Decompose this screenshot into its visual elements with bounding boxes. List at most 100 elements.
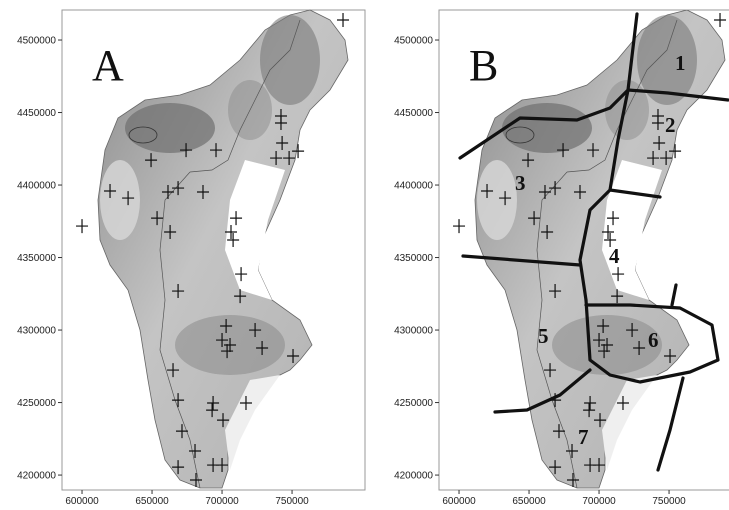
boundary <box>608 88 662 199</box>
boundary <box>626 88 729 102</box>
station-cross <box>270 151 283 166</box>
y-tick-label: 4300000 <box>17 326 56 337</box>
x-tick-label: 650000 <box>135 496 169 507</box>
station-cross <box>549 181 562 196</box>
station-cross <box>76 219 89 234</box>
region-label: 3 <box>515 171 526 195</box>
boundary <box>670 283 678 307</box>
station-cross <box>593 458 606 473</box>
station-cross <box>224 337 237 352</box>
boundary <box>493 368 592 414</box>
station-cross <box>225 225 238 240</box>
station-cross <box>249 323 262 338</box>
station-cross <box>337 13 350 28</box>
region-label: 2 <box>665 113 676 137</box>
station-cross <box>230 211 243 226</box>
panel-a: A <box>61 9 366 491</box>
y-tick-label: 4400000 <box>394 181 433 192</box>
x-tick-label: 700000 <box>582 496 616 507</box>
station-cross <box>584 395 597 410</box>
station-cross <box>549 460 562 475</box>
station-cross <box>549 393 562 408</box>
station-cross <box>122 191 135 206</box>
station-cross <box>283 151 296 166</box>
station-cross <box>611 289 624 304</box>
station-cross <box>607 211 620 226</box>
station-cross <box>626 323 639 338</box>
station-cross <box>544 363 557 378</box>
x-tick-label: 750000 <box>652 496 686 507</box>
station-cross <box>207 395 220 410</box>
region-label: 6 <box>648 328 659 352</box>
station-cross <box>287 349 300 364</box>
station-cross <box>660 151 673 166</box>
y-tick-label: 4500000 <box>394 36 433 47</box>
station-cross <box>239 395 252 410</box>
x-tick-label: 700000 <box>205 496 239 507</box>
boundary <box>461 254 582 267</box>
y-tick-label: 4500000 <box>17 36 56 47</box>
station-cross <box>161 184 174 199</box>
station-cross <box>206 403 219 418</box>
station-cross <box>453 219 466 234</box>
station-cross <box>481 183 494 198</box>
station-cross <box>552 424 565 439</box>
station-cross <box>549 284 562 299</box>
station-cross <box>221 344 234 359</box>
station-cross <box>647 151 660 166</box>
y-tick-label: 4250000 <box>17 398 56 409</box>
region-label: 5 <box>538 324 549 348</box>
station-cross <box>522 153 535 168</box>
station-cross <box>499 191 512 206</box>
y-tick-label: 4200000 <box>394 471 433 482</box>
station-cross <box>196 184 209 199</box>
x-tick-label: 750000 <box>275 496 309 507</box>
y-tick-label: 4450000 <box>17 108 56 119</box>
station-cross <box>597 318 610 333</box>
panel-letter: A <box>92 41 124 90</box>
station-cross <box>145 153 158 168</box>
station-cross <box>220 318 233 333</box>
panel-letter: B <box>469 41 498 90</box>
station-cross <box>583 403 596 418</box>
station-cross <box>528 211 541 226</box>
station-cross <box>598 344 611 359</box>
station-cross <box>557 143 570 158</box>
station-cross <box>189 472 202 487</box>
x-tick-label: 650000 <box>512 496 546 507</box>
station-cross <box>292 144 305 159</box>
region-label: 4 <box>609 244 620 268</box>
station-cross <box>172 460 185 475</box>
y-tick-label: 4400000 <box>17 181 56 192</box>
station-cross <box>664 349 677 364</box>
station-cross <box>601 337 614 352</box>
station-cross <box>172 284 185 299</box>
station-cross <box>538 184 551 199</box>
y-tick-label: 4350000 <box>394 253 433 264</box>
station-cross <box>653 135 666 150</box>
station-cross <box>234 289 247 304</box>
station-cross <box>612 267 625 282</box>
station-cross <box>216 458 229 473</box>
panel-b: B 1 2 3 4 5 6 7 <box>438 9 729 491</box>
boundary <box>458 12 639 160</box>
y-tick-label: 4300000 <box>394 326 433 337</box>
x-tick-label: 600000 <box>65 496 99 507</box>
station-cross <box>164 225 177 240</box>
station-cross <box>210 143 223 158</box>
station-cross <box>669 144 682 159</box>
station-cross <box>217 413 230 428</box>
region-label: 7 <box>578 425 589 449</box>
station-cross <box>714 13 727 28</box>
station-cross <box>566 472 579 487</box>
station-cross <box>633 341 646 356</box>
station-cross <box>180 143 193 158</box>
boundary <box>584 298 720 384</box>
station-cross <box>235 267 248 282</box>
y-tick-label: 4350000 <box>17 253 56 264</box>
station-cross <box>256 341 269 356</box>
station-cross <box>227 232 240 247</box>
x-tick-label: 600000 <box>442 496 476 507</box>
station-cross <box>573 184 586 199</box>
